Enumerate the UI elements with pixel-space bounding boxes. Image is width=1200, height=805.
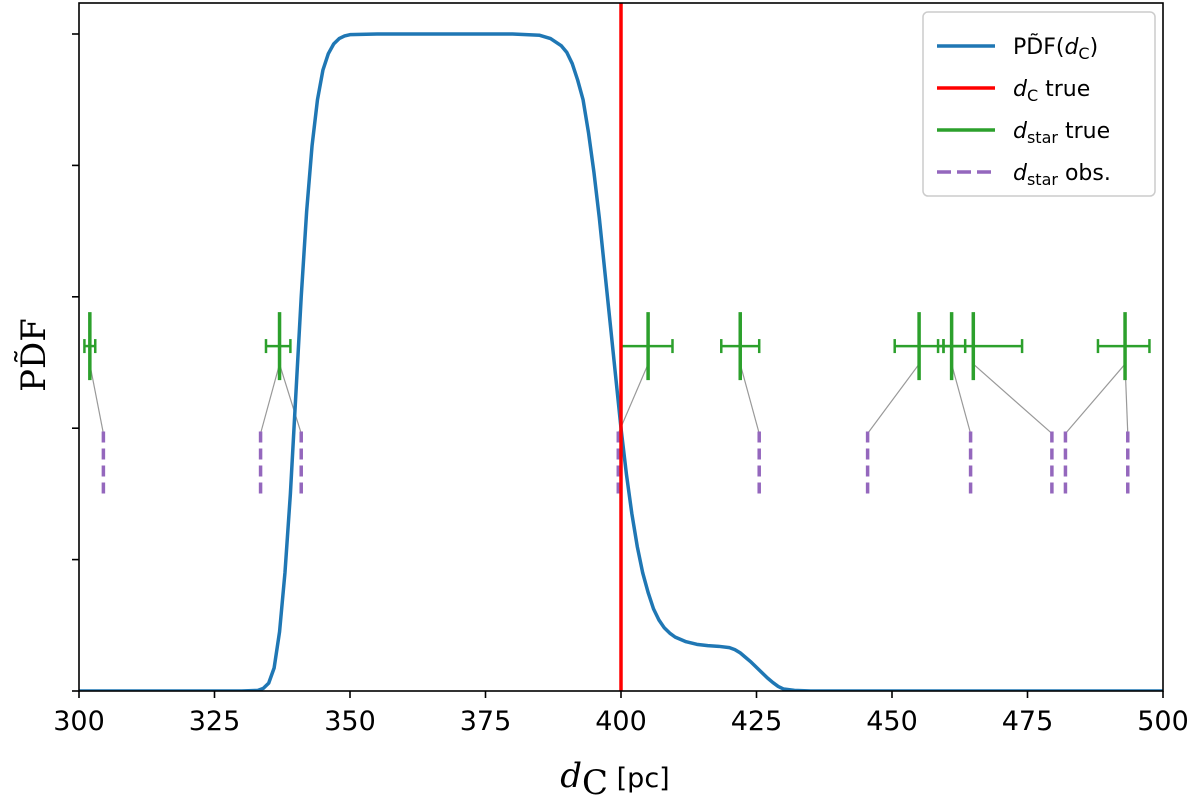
x-axis-title: dC [pc] xyxy=(560,756,669,803)
axis-titles: dC [pc] PD̃F xyxy=(14,318,670,803)
connector-line xyxy=(951,363,972,434)
x-tick-label: 450 xyxy=(866,706,918,737)
legend-label: dstar true xyxy=(1013,119,1110,147)
connector-line xyxy=(259,363,281,434)
connector-line xyxy=(739,363,760,434)
connector-line xyxy=(278,363,302,434)
connector-line xyxy=(867,363,920,434)
axes: 300 325 350 375 400 425 450 475 500 xyxy=(53,2,1189,737)
legend-entry-dstar_true: dstar true xyxy=(937,119,1110,147)
dstar-true-errorbar xyxy=(264,312,292,381)
connector-line xyxy=(89,363,104,434)
x-tick-label: 300 xyxy=(53,706,105,737)
connector-line xyxy=(972,363,1053,434)
legend-label: PD̃F(dC) xyxy=(1013,34,1098,63)
dstar-true-errorbar xyxy=(1096,312,1151,381)
plot-area xyxy=(79,3,1163,691)
dstar-true-errorbar xyxy=(942,312,1024,381)
legend-entry-pdf: PD̃F(dC) xyxy=(937,34,1098,63)
legend-entry-dstar_obs: dstar obs. xyxy=(937,161,1111,189)
legend-label: dC true xyxy=(1013,77,1090,105)
x-tick-label: 500 xyxy=(1137,706,1189,737)
x-tick-label: 425 xyxy=(731,706,783,737)
x-tick-label: 475 xyxy=(1002,706,1054,737)
x-tick-label: 375 xyxy=(460,706,512,737)
legend-label: dstar obs. xyxy=(1013,161,1111,189)
legend-box xyxy=(922,11,1156,197)
dstar-true-errorbar xyxy=(619,312,674,381)
legend-entry-dc_true: dC true xyxy=(937,77,1090,105)
x-tick-label: 350 xyxy=(324,706,376,737)
pdf-curve xyxy=(79,32,1163,691)
x-tick-label: 400 xyxy=(595,706,647,737)
connector-line xyxy=(1064,363,1126,434)
x-tick-label: 325 xyxy=(189,706,241,737)
legend: PD̃F(dC) dC true dstar true dstar obs. xyxy=(922,11,1156,197)
dstar-true-errorbar xyxy=(893,312,945,381)
y-axis-title: PD̃F xyxy=(14,318,54,392)
dstar-true-errorbar xyxy=(720,312,761,381)
connector-line xyxy=(617,363,649,434)
plot-content xyxy=(79,3,1163,691)
dstar-true-errorbar xyxy=(83,312,97,381)
